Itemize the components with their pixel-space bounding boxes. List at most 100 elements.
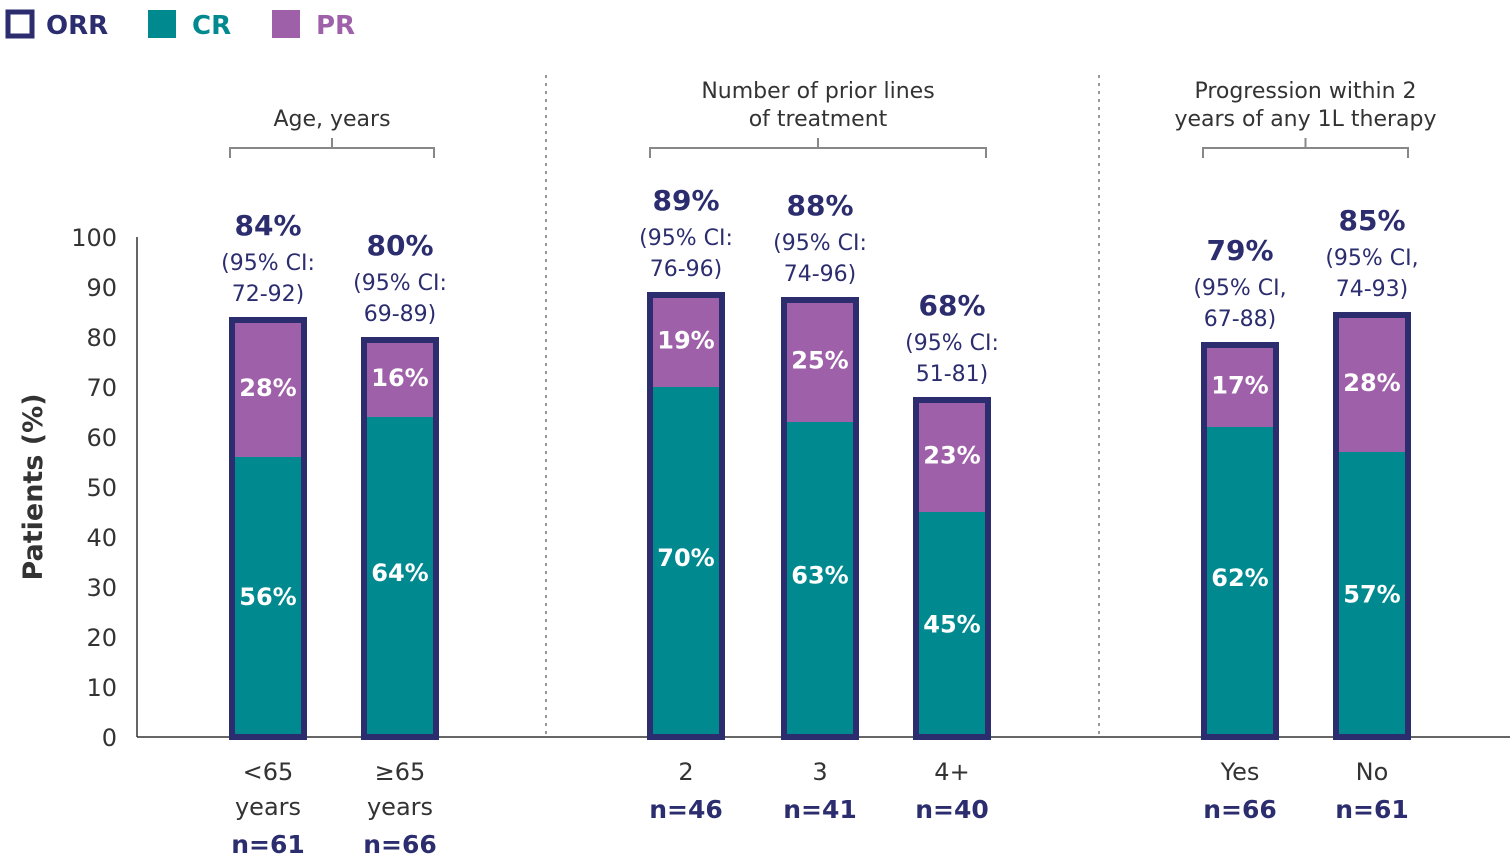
pr-value-label: 28%	[239, 374, 296, 402]
ci-label: 67-88)	[1204, 307, 1277, 332]
orr-value-label: 88%	[786, 189, 853, 222]
legend: ORR CR PR	[5, 9, 355, 41]
group-headers: Age, years Number of prior lines of treatm…	[229, 79, 1437, 158]
category-text: 2	[678, 758, 693, 786]
group-bracket	[1202, 138, 1409, 158]
ci-label: (95% CI:	[639, 226, 733, 251]
pr-bar	[1333, 312, 1411, 452]
cr-bar	[913, 512, 991, 737]
pr-bar	[361, 337, 439, 417]
pr-bar	[1201, 342, 1279, 427]
pr-bar	[647, 292, 725, 387]
orr-outline	[229, 317, 307, 740]
ci-label: (95% CI,	[1193, 276, 1286, 301]
category-text: years	[367, 793, 433, 821]
cr-bar	[647, 387, 725, 737]
category-label: 2 n=46	[649, 758, 723, 824]
orr-outline	[361, 337, 439, 740]
pr-bar	[781, 297, 859, 422]
x-axis-categories: <65 years n=61 ≥65 years n=66 2 n=46 3 n=41 4+ n=40…	[231, 758, 1409, 859]
y-tick-label: 40	[86, 524, 117, 552]
category-text: <65	[243, 758, 294, 786]
orr-outline	[913, 397, 991, 740]
n-count-label: n=66	[1203, 795, 1277, 824]
legend-label-cr: CR	[192, 11, 231, 41]
group-bracket	[649, 138, 987, 158]
y-tick-label: 30	[86, 574, 117, 602]
category-label: <65 years n=61	[231, 758, 305, 859]
group-header: Age, years	[229, 107, 435, 158]
y-tick-label: 0	[102, 724, 117, 752]
category-text: No	[1356, 758, 1389, 786]
cr-bar	[781, 422, 859, 737]
orr-value-label: 84%	[234, 209, 301, 242]
orr-value-label: 80%	[366, 229, 433, 262]
cr-value-label: 70%	[657, 544, 714, 572]
pr-value-label: 28%	[1343, 369, 1400, 397]
orr-value-label: 89%	[652, 184, 719, 217]
group-bracket	[229, 138, 435, 158]
group-title: Number of prior lines	[701, 79, 934, 104]
ci-label: 74-93)	[1336, 277, 1409, 302]
legend-swatch-cr	[148, 10, 176, 38]
bar-stack: 70% 19% 76-96) (95% CI: 89%	[639, 184, 733, 740]
n-count-label: n=66	[363, 830, 437, 859]
legend-label-pr: PR	[316, 11, 355, 41]
cr-value-label: 56%	[239, 583, 296, 611]
ci-label: (95% CI:	[221, 251, 315, 276]
cr-value-label: 64%	[371, 559, 428, 587]
category-text: years	[235, 793, 301, 821]
n-count-label: n=61	[231, 830, 305, 859]
orr-outline	[781, 297, 859, 740]
orr-outline	[1333, 312, 1411, 740]
pr-value-label: 17%	[1211, 372, 1268, 400]
group-header: Number of prior lines of treatment	[649, 79, 987, 158]
legend-swatch-orr	[5, 9, 35, 39]
ci-label: (95% CI:	[905, 331, 999, 356]
cr-value-label: 62%	[1211, 564, 1268, 592]
group-title: of treatment	[749, 107, 888, 132]
pr-value-label: 16%	[371, 364, 428, 392]
category-label: 3 n=41	[783, 758, 857, 824]
legend-swatch-pr	[272, 10, 300, 38]
ci-label: 69-89)	[364, 302, 437, 327]
y-tick-label: 20	[86, 624, 117, 652]
pr-value-label: 19%	[657, 327, 714, 355]
orr-value-label: 79%	[1206, 234, 1273, 267]
n-count-label: n=46	[649, 795, 723, 824]
bars: 56% 28% 72-92) (95% CI: 84% 64% 16% 69-89) (95% …	[221, 184, 1419, 740]
category-text: 3	[812, 758, 827, 786]
pr-bar	[229, 317, 307, 457]
pr-bar	[913, 397, 991, 512]
orr-outline	[1201, 342, 1279, 740]
bar-stack: 64% 16% 69-89) (95% CI: 80%	[353, 229, 447, 740]
orr-outline	[647, 292, 725, 740]
legend-item-pr: PR	[272, 10, 355, 41]
cr-value-label: 45%	[923, 611, 980, 639]
cr-bar	[1201, 427, 1279, 737]
cr-bar	[1333, 452, 1411, 737]
cr-bar	[361, 417, 439, 737]
category-label: Yes n=66	[1203, 758, 1277, 824]
category-text: Yes	[1220, 758, 1260, 786]
ci-label: 74-96)	[784, 262, 857, 287]
cr-value-label: 57%	[1343, 581, 1400, 609]
ci-label: 51-81)	[916, 362, 989, 387]
y-tick-label: 70	[86, 374, 117, 402]
y-tick-label: 50	[86, 474, 117, 502]
bar-stack: 63% 25% 74-96) (95% CI: 88%	[773, 189, 867, 740]
n-count-label: n=41	[783, 795, 857, 824]
orr-value-label: 68%	[918, 289, 985, 322]
category-label: 4+ n=40	[915, 758, 989, 824]
group-title: Progression within 2	[1194, 79, 1416, 104]
bar-stack: 45% 23% 51-81) (95% CI: 68%	[905, 289, 999, 740]
group-header: Progression within 2 years of any 1L ther…	[1174, 79, 1437, 158]
category-text: 4+	[934, 758, 969, 786]
ci-label: 72-92)	[232, 282, 305, 307]
cr-value-label: 63%	[791, 562, 848, 590]
ci-label: (95% CI,	[1325, 246, 1418, 271]
bar-stack: 56% 28% 72-92) (95% CI: 84%	[221, 209, 315, 740]
group-title: years of any 1L therapy	[1174, 107, 1436, 132]
